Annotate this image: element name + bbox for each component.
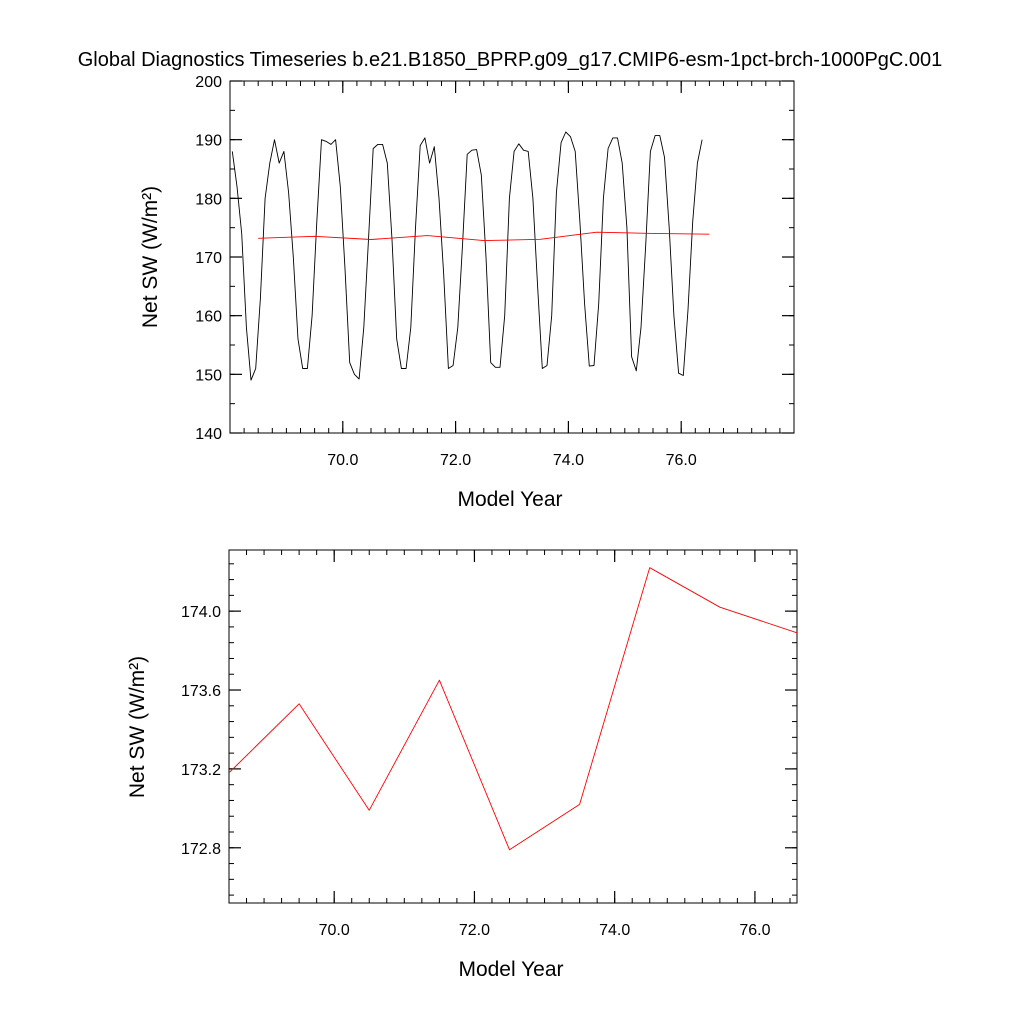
bottom-x-tick-label: 70.0 [319, 922, 350, 939]
top-y-tick-label: 190 [195, 133, 222, 150]
top-x-tick-label: 74.0 [553, 452, 584, 469]
top-y-tick-label: 180 [195, 191, 222, 208]
bottom-y-tick-label: 173.6 [181, 683, 221, 700]
top-x-tick-label: 70.0 [327, 452, 358, 469]
top-x-tick-label: 76.0 [666, 452, 697, 469]
bottom-x-tick-label: 76.0 [739, 922, 770, 939]
top-y-tick-label: 160 [195, 309, 222, 326]
bottom-panel: Model Year Net SW (W/m²) 70.0 72.0 74.0 76.… [126, 549, 798, 981]
top-y-axis-title: Net SW (W/m²) [139, 186, 162, 328]
bottom-x-axis-title: Model Year [458, 958, 563, 981]
bottom-y-tick-label: 172.8 [181, 841, 221, 858]
top-y-tick-label: 150 [195, 367, 222, 384]
top-y-tick-label: 140 [195, 426, 222, 443]
chart-title: Global Diagnostics Timeseries b.e21.B185… [78, 49, 943, 71]
top-x-axis-title: Model Year [457, 488, 562, 511]
top-series-annual-line [258, 231, 710, 242]
bottom-y-axis-title: Net SW (W/m²) [126, 656, 149, 798]
bottom-plot-frame [228, 549, 798, 904]
bottom-y-tick-label: 174.0 [181, 604, 221, 621]
bottom-x-tick-label: 74.0 [599, 922, 630, 939]
top-y-tick-label: 170 [195, 250, 222, 267]
top-x-tick-label: 72.0 [440, 452, 471, 469]
bottom-x-tick-label: 72.0 [459, 922, 490, 939]
bottom-series-annual-line [229, 567, 797, 851]
top-series-monthly-line [231, 131, 703, 381]
bottom-y-tick-label: 173.2 [181, 762, 221, 779]
top-panel: Model Year Net SW (W/m²) 70.0 72.0 74.0 76.… [139, 74, 795, 511]
top-y-tick-label: 200 [195, 74, 222, 91]
